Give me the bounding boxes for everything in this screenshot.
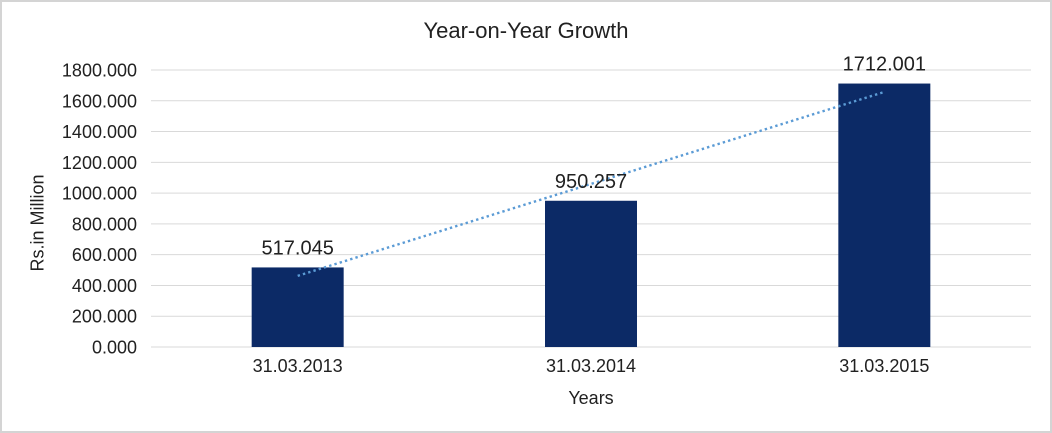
y-tick-label: 400.000 (72, 276, 137, 296)
bar (838, 83, 931, 348)
bar-value-label: 950.257 (555, 171, 627, 193)
trendline (297, 90, 885, 278)
y-tick-label: 1800.000 (62, 61, 137, 81)
x-axis-title: Years (568, 388, 614, 408)
y-tick-label: 1400.000 (62, 122, 137, 142)
y-tick-label: 600.000 (72, 245, 137, 265)
y-tick-label: 1600.000 (62, 91, 137, 111)
bar-value-label: 1712.001 (843, 54, 926, 76)
bar-value-label: 517.045 (262, 237, 334, 259)
x-tick-label: 31.03.2013 (253, 356, 343, 376)
x-tick-label: 31.03.2014 (546, 356, 636, 376)
y-tick-label: 0.000 (92, 338, 137, 358)
y-tick-label: 800.000 (72, 214, 137, 234)
y-tick-label: 1200.000 (62, 153, 137, 173)
y-tick-label: 200.000 (72, 307, 137, 327)
bar (251, 267, 344, 347)
y-tick-label: 1000.000 (62, 184, 137, 204)
chart-title: Year-on-Year Growth (423, 18, 629, 43)
x-tick-label: 31.03.2015 (839, 356, 929, 376)
bar (545, 200, 637, 347)
